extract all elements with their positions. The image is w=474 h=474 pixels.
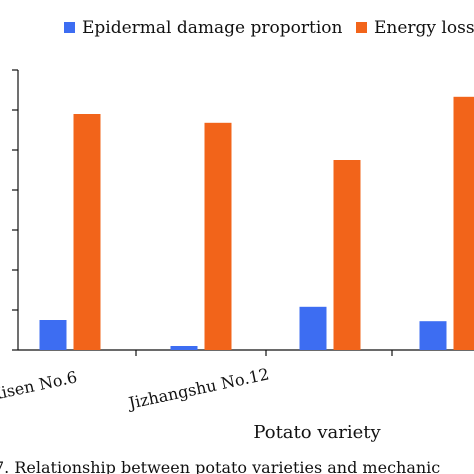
bar-series1-cat2	[170, 346, 198, 350]
bars	[39, 96, 474, 350]
bar-series2-cat2	[204, 122, 232, 350]
figure-caption: 7. Relationship between potato varieties…	[0, 458, 440, 474]
legend-label-1: Epidermal damage proportion	[82, 18, 343, 38]
legend-label-2: Energy loss r	[374, 18, 474, 38]
bar-series1-cat1	[39, 320, 67, 350]
x-tick-labels: Kisen No.6 Jizhangshu No.12	[0, 364, 271, 413]
bar-series1-cat4	[419, 321, 447, 350]
legend-swatch-1	[64, 22, 75, 33]
legend: Epidermal damage proportion Energy loss r	[64, 18, 474, 38]
bar-series2-cat4	[453, 96, 474, 350]
x-axis-title: Potato variety	[253, 422, 381, 443]
bar-series2-cat1	[73, 114, 101, 350]
x-tick-label-1: Kisen No.6	[0, 367, 79, 404]
x-tick-label-2: Jizhangshu No.12	[125, 364, 271, 413]
legend-swatch-2	[356, 22, 367, 33]
bar-series2-cat3	[333, 160, 361, 350]
bar-series1-cat3	[299, 306, 327, 350]
